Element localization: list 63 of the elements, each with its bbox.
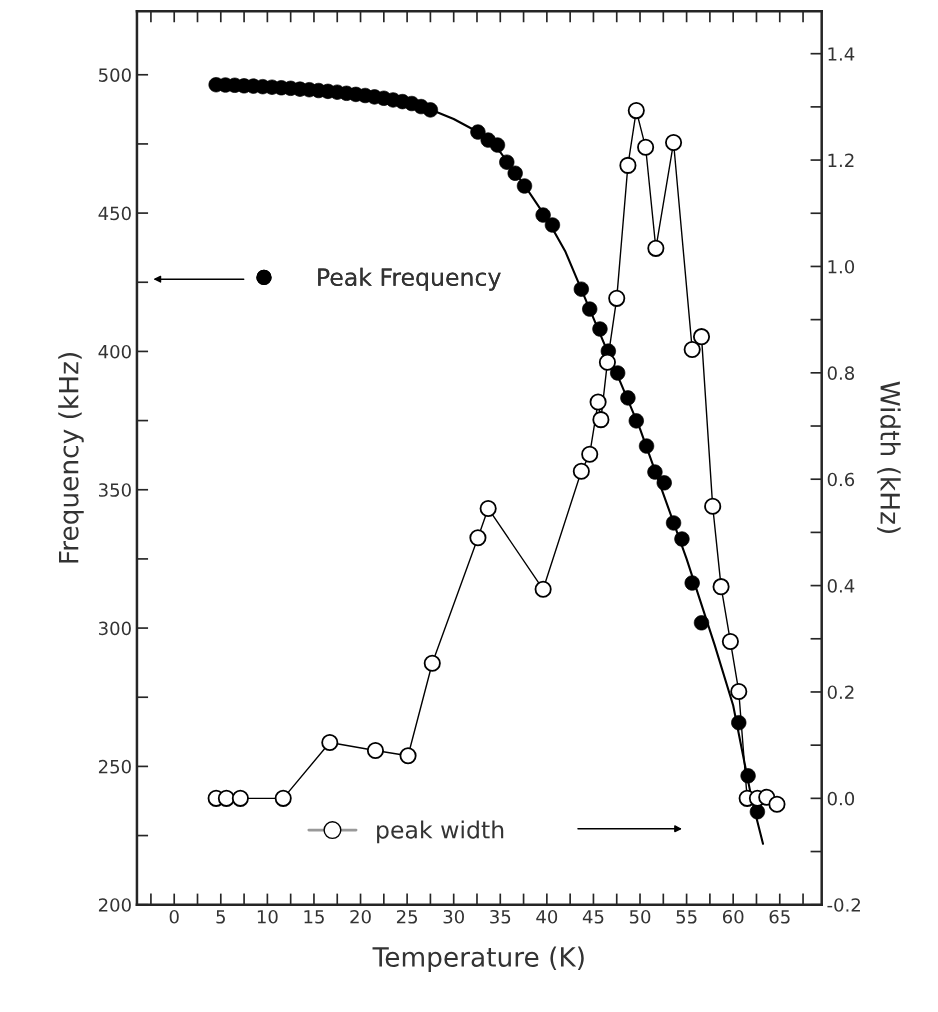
y2-tick-label: 0.2 (827, 685, 854, 700)
point (423, 654, 441, 672)
legend-label: peak width (377, 820, 504, 844)
point (479, 499, 497, 518)
x-tick-label: 30 (443, 909, 464, 924)
y-tick-label: 400 (98, 344, 131, 359)
x-tick-label: 50 (629, 909, 651, 924)
legend-label: Peak Frequency (318, 267, 501, 291)
y2-tick-label: 0.6 (827, 472, 855, 487)
y-tick-label: 200 (98, 898, 131, 912)
point (581, 445, 599, 463)
point (589, 393, 607, 411)
x-tick-label: 25 (396, 909, 418, 924)
y-tick-label: 300 (99, 621, 131, 636)
point (572, 462, 590, 480)
point (683, 340, 701, 358)
point (637, 138, 655, 156)
point (608, 289, 626, 307)
x-tick-label: 60 (722, 909, 744, 924)
x-tick-label: 45 (582, 910, 604, 924)
point (399, 747, 417, 765)
point (274, 789, 292, 807)
x-tick-label: 40 (536, 909, 558, 924)
y-tick-label: 500 (99, 68, 131, 82)
x-tick-label: 15 (304, 910, 324, 924)
point (598, 353, 616, 371)
point (321, 733, 339, 752)
x-tick-label: 65 (769, 909, 790, 924)
point (665, 133, 683, 152)
y-tick-label: 350 (99, 483, 131, 497)
point (627, 102, 645, 120)
point (712, 578, 730, 596)
y2-tick-label: -0.2 (827, 898, 860, 912)
point (231, 789, 249, 807)
y2-tick-label: 0.0 (827, 791, 855, 806)
y2-tick-label: 1.2 (828, 153, 854, 167)
point (721, 632, 739, 650)
y2-tick-label: 0.4 (827, 579, 855, 593)
x-tick-label: 10 (257, 909, 278, 924)
y2-tick-label: 0.8 (827, 366, 855, 380)
x-axis-title: Temperature (K) (372, 946, 584, 973)
x-tick-label: 20 (350, 909, 371, 924)
x-tick-label: 0 (169, 909, 179, 924)
y-axis-title: Frequency (kHz) (58, 353, 84, 563)
point (730, 682, 748, 700)
x-tick-label: 35 (490, 909, 511, 924)
point (619, 156, 637, 174)
point (692, 328, 711, 346)
y2-tick-label: 1.0 (828, 259, 855, 274)
point (768, 795, 786, 813)
x-tick-label: 55 (676, 910, 697, 924)
y-tick-label: 450 (98, 206, 131, 221)
point (217, 789, 235, 807)
y2-tick-label: 1.4 (828, 47, 855, 61)
point (469, 529, 487, 547)
point (534, 580, 552, 598)
point (366, 741, 384, 760)
y2-axis-title: Width (kHz) (877, 381, 901, 533)
point (704, 497, 722, 515)
x-tick-label: 5 (216, 910, 225, 924)
point (592, 411, 610, 429)
point (647, 239, 665, 257)
y-tick-label: 250 (98, 759, 131, 774)
